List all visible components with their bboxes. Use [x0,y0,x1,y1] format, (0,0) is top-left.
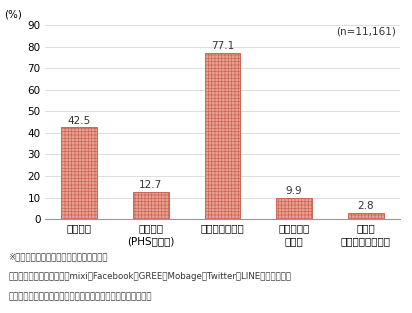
Bar [133,192,169,219]
Bar [205,53,240,219]
Text: (n=11,161): (n=11,161) [336,27,396,37]
Text: 9.9: 9.9 [286,186,302,196]
Text: 12.7: 12.7 [139,180,162,190]
Bar [61,127,97,219]
Text: 42.5: 42.5 [68,116,91,126]
Bar [348,213,384,219]
Y-axis label: (%): (%) [5,9,22,19]
Bar [276,198,312,219]
Text: ソーシャルメディアは、mixi、Facebook、GREE、Mobage、Twitter、LINEなど、複数の: ソーシャルメディアは、mixi、Facebook、GREE、Mobage、Twi… [8,272,291,281]
Text: 2.8: 2.8 [357,201,374,211]
Text: 人とインターネットでやりとりできる情報サービスのこと。: 人とインターネットでやりとりできる情報サービスのこと。 [8,293,152,302]
Text: ※無回答については除いて算出している。: ※無回答については除いて算出している。 [8,252,108,261]
Text: 77.1: 77.1 [211,41,234,51]
